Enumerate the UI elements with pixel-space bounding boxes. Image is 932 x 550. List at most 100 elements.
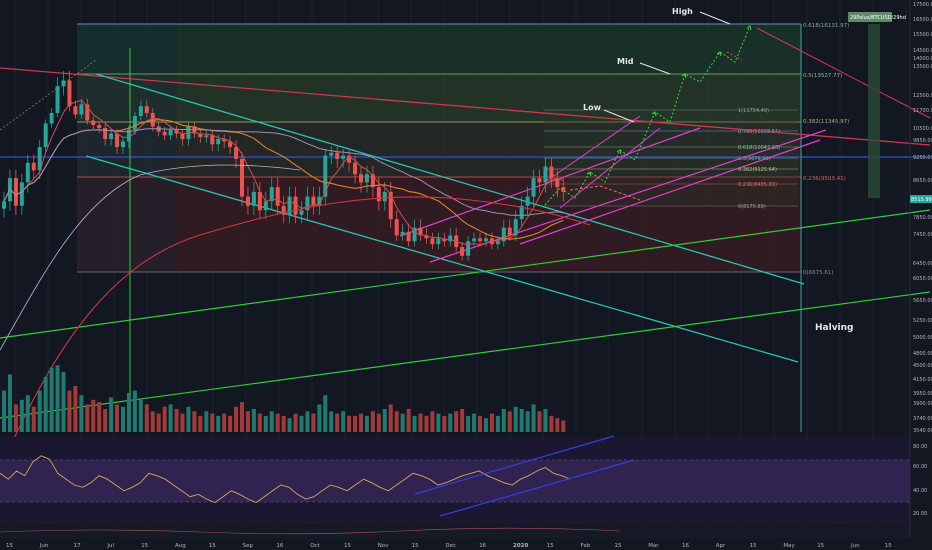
candle-body bbox=[198, 133, 203, 138]
candle-body bbox=[537, 178, 542, 183]
candle-body bbox=[31, 162, 36, 171]
candle-body bbox=[501, 227, 506, 242]
candle-body bbox=[61, 80, 66, 87]
time-tick: Mar bbox=[648, 543, 659, 549]
candle-body bbox=[311, 196, 316, 206]
wedge-bottom-line bbox=[85, 155, 799, 363]
price-tick: 3740.00 bbox=[913, 416, 932, 422]
candle-body bbox=[281, 205, 286, 215]
candle-body bbox=[37, 147, 42, 171]
candle-body bbox=[364, 174, 369, 183]
volume-bar bbox=[311, 413, 316, 432]
volume-bar bbox=[460, 409, 465, 432]
price-tick: 15500.00 bbox=[913, 32, 932, 38]
fib-label-1: 0.618(16131.97) bbox=[803, 23, 849, 29]
candle-body bbox=[329, 152, 334, 156]
volume-bar bbox=[2, 390, 6, 432]
volume-bar bbox=[525, 411, 530, 432]
ma-short-line bbox=[3, 99, 564, 246]
candle-body bbox=[525, 196, 530, 206]
fib-label-5: 0(6675.61) bbox=[803, 270, 834, 276]
price-tick: 5250.00 bbox=[913, 318, 932, 324]
volume-bar bbox=[406, 409, 411, 432]
fib-inner-label-2: 0.786(10808.51) bbox=[738, 129, 780, 135]
candle-body bbox=[531, 178, 536, 197]
red-steep-line bbox=[756, 27, 931, 119]
price-tick: 14000.00 bbox=[913, 56, 932, 62]
volume-bar bbox=[216, 415, 221, 432]
volume-bar bbox=[412, 415, 417, 432]
candle-body bbox=[180, 133, 185, 140]
wedge-top-line bbox=[95, 73, 805, 285]
volume-bar bbox=[382, 409, 387, 432]
arrow-low bbox=[603, 109, 635, 123]
candle-body bbox=[49, 113, 54, 124]
volume-bar bbox=[31, 406, 36, 432]
time-tick: Jun bbox=[850, 543, 860, 549]
volume-bar bbox=[483, 418, 488, 432]
candle-body bbox=[228, 141, 233, 148]
time-tick: Oct bbox=[310, 543, 320, 549]
fib-label-2: 0.5(13527.77) bbox=[803, 73, 842, 79]
candle-body bbox=[495, 241, 500, 245]
volume-bar bbox=[25, 395, 30, 432]
volume-bar bbox=[198, 415, 203, 432]
volume-bar bbox=[293, 413, 298, 432]
candle-body bbox=[448, 235, 453, 242]
annotation-high: High bbox=[672, 7, 693, 16]
volume-bar bbox=[79, 395, 84, 432]
red-projection bbox=[569, 185, 641, 201]
time-tick: Dec bbox=[445, 543, 456, 549]
candle-body bbox=[19, 182, 24, 206]
magenta-channel-mid bbox=[429, 129, 827, 263]
time-tick: 15 bbox=[6, 543, 13, 549]
candle-body bbox=[376, 187, 381, 202]
ma-long-line bbox=[3, 128, 564, 216]
projection-arrowhead bbox=[586, 171, 592, 177]
target-column bbox=[868, 24, 880, 198]
annotation-low: Low bbox=[583, 103, 602, 112]
candle-body bbox=[412, 227, 417, 242]
magenta-channel-top bbox=[399, 127, 701, 237]
volume-bar bbox=[109, 397, 114, 432]
green-support-line-1 bbox=[0, 209, 931, 339]
price-tick: 7850.00 bbox=[913, 215, 932, 221]
volume-bar bbox=[388, 404, 393, 432]
candle-body bbox=[489, 238, 494, 245]
candle-body bbox=[513, 219, 518, 236]
volume-bar bbox=[400, 413, 405, 432]
price-tick: 12500.00 bbox=[913, 93, 932, 99]
candle-body bbox=[67, 80, 72, 107]
candle-body bbox=[388, 191, 393, 220]
fib-label-4: 0.236(9503.41) bbox=[803, 176, 846, 182]
candle-body bbox=[55, 86, 60, 113]
volume-bar bbox=[543, 409, 548, 432]
magenta-channel-bottom bbox=[519, 139, 821, 245]
volume-bar bbox=[501, 409, 506, 432]
time-tick: 16 bbox=[276, 543, 283, 549]
candle-body bbox=[478, 238, 482, 242]
candle-body bbox=[287, 196, 292, 215]
candle-body bbox=[370, 174, 375, 188]
candle-body bbox=[460, 247, 465, 256]
volume-bar bbox=[519, 409, 524, 432]
candle-body bbox=[109, 133, 114, 140]
volume-bar bbox=[466, 415, 471, 432]
candles-layer bbox=[2, 71, 566, 261]
volume-bar bbox=[275, 413, 280, 432]
volume-bar bbox=[97, 402, 102, 432]
candle-body bbox=[79, 104, 84, 115]
volume-bar bbox=[19, 399, 24, 432]
time-tick: 17 bbox=[74, 543, 81, 549]
price-tick: 9850.00 bbox=[913, 138, 932, 144]
target-box-label: 29Polus/BTCUSD/29hd bbox=[850, 15, 906, 21]
price-tick: 6450.00 bbox=[913, 261, 932, 267]
candle-body bbox=[85, 104, 90, 121]
volume-bar bbox=[73, 386, 78, 432]
candle-body bbox=[472, 238, 477, 242]
price-tick: 3540.00 bbox=[913, 428, 932, 434]
time-tick: Apr bbox=[716, 543, 726, 549]
candle-body bbox=[138, 106, 143, 116]
ma-200-line bbox=[0, 196, 591, 471]
candle-body bbox=[483, 238, 488, 242]
